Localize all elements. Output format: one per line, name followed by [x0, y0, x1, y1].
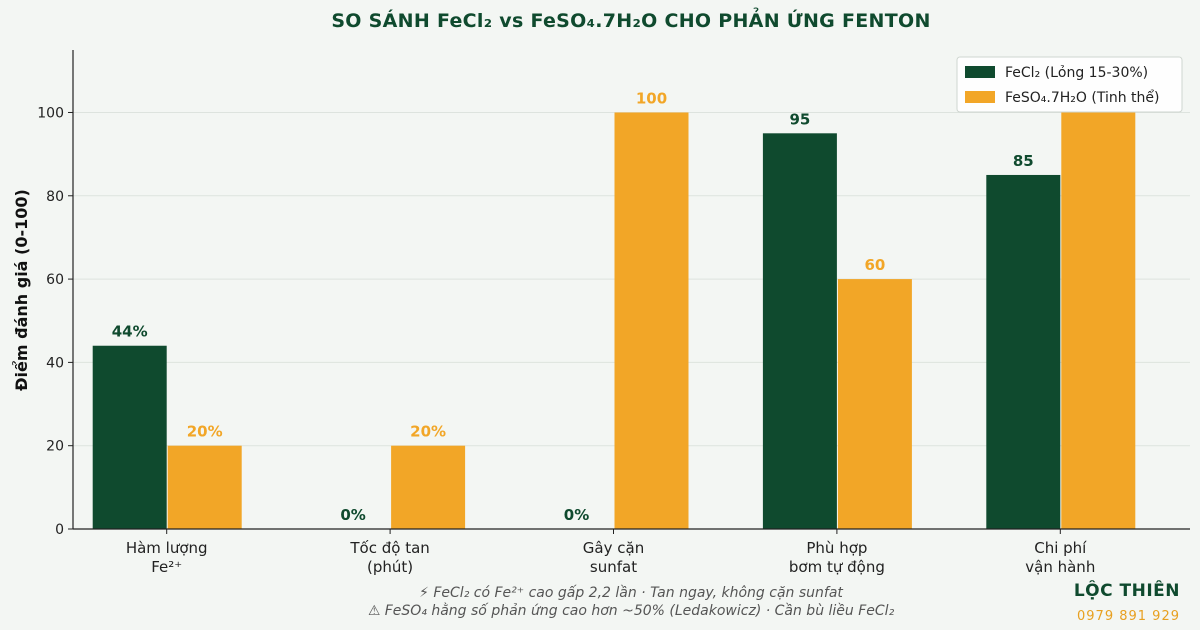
footnote-2: ⚠ FeSO₄ hằng số phản ứng cao hơn ~50% (L…	[368, 602, 895, 619]
bar	[762, 133, 837, 529]
data-label: 60	[864, 256, 885, 274]
footnote-1: ⚡ FeCl₂ có Fe²⁺ cao gấp 2,2 lần · Tan ng…	[419, 585, 843, 601]
x-tick-label: Gây cặn sunfat	[583, 539, 644, 576]
x-tick-label-line: Hàm lượng	[126, 539, 208, 557]
x-tick-label-line: Fe²⁺	[151, 558, 182, 576]
data-label: 20%	[187, 423, 223, 441]
x-tick-label-line: Tốc độ tan	[349, 539, 429, 557]
bars	[92, 112, 1136, 529]
x-tick-label-line: bơm tự động	[789, 558, 885, 576]
x-tick-label: Phù hợp bơm tự động	[789, 539, 885, 576]
data-label: 100	[636, 89, 667, 107]
y-tick-label: 60	[46, 272, 64, 288]
legend-entry: FeSO₄.7H₂O (Tinh thể)	[1005, 89, 1160, 106]
y-tick-label: 20	[46, 439, 64, 455]
brand-phone: 0979 891 929	[1077, 609, 1180, 624]
x-tick-label-line: vận hành	[1025, 558, 1095, 576]
bar	[614, 112, 689, 529]
x-tick-label-line: Phù hợp	[806, 539, 867, 557]
data-label: 44%	[112, 323, 148, 341]
chart-title: SO SÁNH FeCl₂ vs FeSO₄.7H₂O CHO PHẢN ỨNG…	[331, 7, 930, 32]
legend: FeCl₂ (Lỏng 15-30%) FeSO₄.7H₂O (Tinh thể)	[956, 56, 1183, 113]
data-label: 0%	[564, 506, 589, 524]
x-tick-label: Hàm lượng Fe²⁺	[126, 539, 208, 576]
data-label: 85	[1013, 152, 1034, 170]
bar	[92, 345, 167, 529]
data-label: 20%	[410, 423, 446, 441]
axes: 0 20 40 60 80 100 Hàm lượng Fe²⁺ Tốc độ tan (phút…	[37, 50, 1190, 576]
bar	[167, 445, 242, 529]
bar	[837, 279, 912, 529]
y-axis-label: Điểm đánh giá (0-100)	[12, 189, 31, 391]
data-label: 0%	[340, 506, 365, 524]
y-tick-label: 100	[37, 105, 64, 121]
legend-swatch	[965, 91, 995, 103]
x-tick-label-line: sunfat	[590, 558, 637, 576]
x-tick-label-line: Chi phí	[1034, 539, 1087, 557]
y-tick-label: 40	[46, 355, 64, 371]
x-tick-label: Chi phí vận hành	[1025, 539, 1095, 576]
y-tick-label: 0	[55, 522, 64, 538]
x-tick-label: Tốc độ tan (phút)	[349, 539, 429, 576]
legend-entry: FeCl₂ (Lỏng 15-30%)	[1005, 65, 1148, 81]
brand-name: LỘC THIÊN	[1074, 579, 1180, 601]
x-tick-label-line: Gây cặn	[583, 539, 644, 557]
bar	[1061, 112, 1136, 529]
legend-box	[956, 56, 1183, 113]
data-label: 95	[789, 110, 810, 128]
legend-swatch	[965, 66, 995, 78]
x-tick-label-line: (phút)	[367, 558, 413, 576]
bar	[391, 445, 466, 529]
y-tick-label: 80	[46, 189, 64, 205]
value-labels: 44% 20% 0% 20% 0% 100 95 60 85	[112, 89, 1034, 524]
bar	[986, 174, 1061, 529]
